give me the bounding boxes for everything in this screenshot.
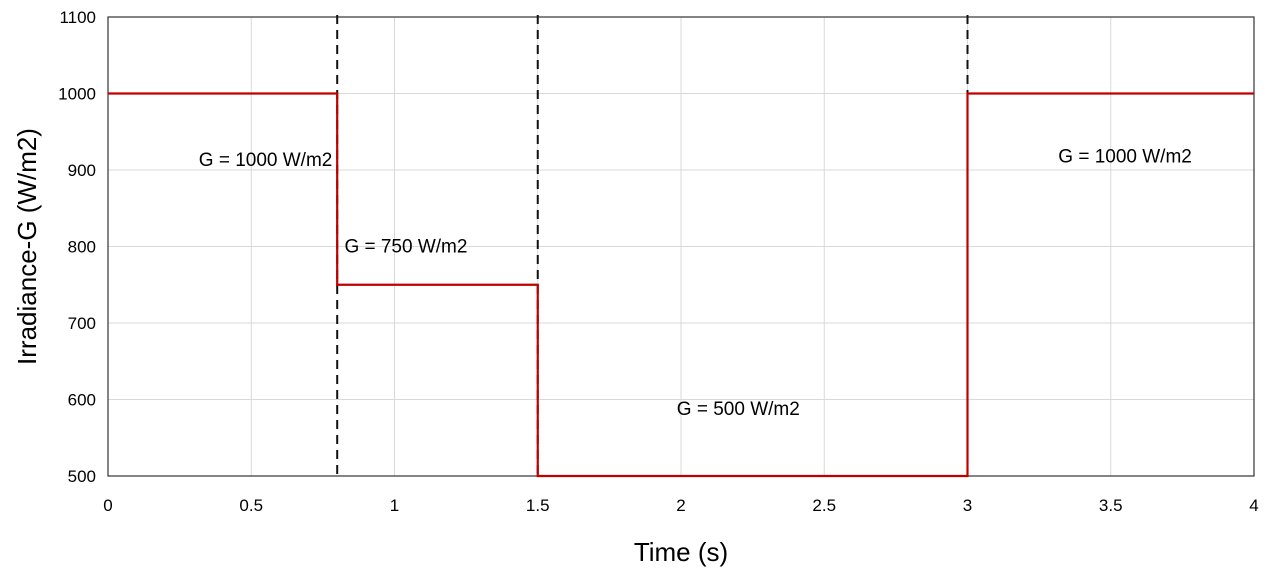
annotation-label-1: G = 750 W/m2	[344, 237, 467, 258]
y-tick-label-0: 500	[68, 467, 96, 486]
y-tick-label-2: 700	[68, 314, 96, 333]
y-tick-label-4: 900	[68, 161, 96, 180]
x-tick-label-3: 1.5	[526, 496, 550, 515]
x-tick-label-5: 2.5	[812, 496, 836, 515]
x-tick-label-4: 2	[676, 496, 685, 515]
x-tick-label-6: 3	[963, 496, 972, 515]
annotation-label-3: G = 1000 W/m2	[1058, 146, 1192, 167]
series-group	[108, 92, 1254, 478]
y-axis-label: Irradiance-G (W/m2)	[12, 128, 42, 365]
annotation-label-2: G = 500 W/m2	[677, 399, 800, 420]
y-tick-label-1: 600	[68, 391, 96, 410]
y-tick-label-3: 800	[68, 238, 96, 257]
y-tick-labels: 500 600 700 800 900 1000 1100	[58, 8, 96, 486]
annotation-label-0: G = 1000 W/m2	[199, 150, 333, 171]
x-tick-label-1: 0.5	[239, 496, 263, 515]
x-tick-label-7: 3.5	[1099, 496, 1123, 515]
y-tick-label-6: 1100	[59, 8, 96, 27]
x-tick-label-0: 0	[103, 496, 112, 515]
x-tick-label-2: 1	[390, 496, 399, 515]
x-axis-label: Time (s)	[634, 537, 728, 567]
annotations: G = 1000 W/m2 G = 750 W/m2 G = 500 W/m2 G =…	[199, 146, 1192, 419]
x-tick-labels: 0 0.5 1 1.5 2 2.5 3 3.5 4	[103, 496, 1258, 515]
series-line-0	[108, 92, 1254, 478]
y-tick-label-5: 1000	[58, 85, 96, 104]
x-tick-label-8: 4	[1249, 496, 1258, 515]
